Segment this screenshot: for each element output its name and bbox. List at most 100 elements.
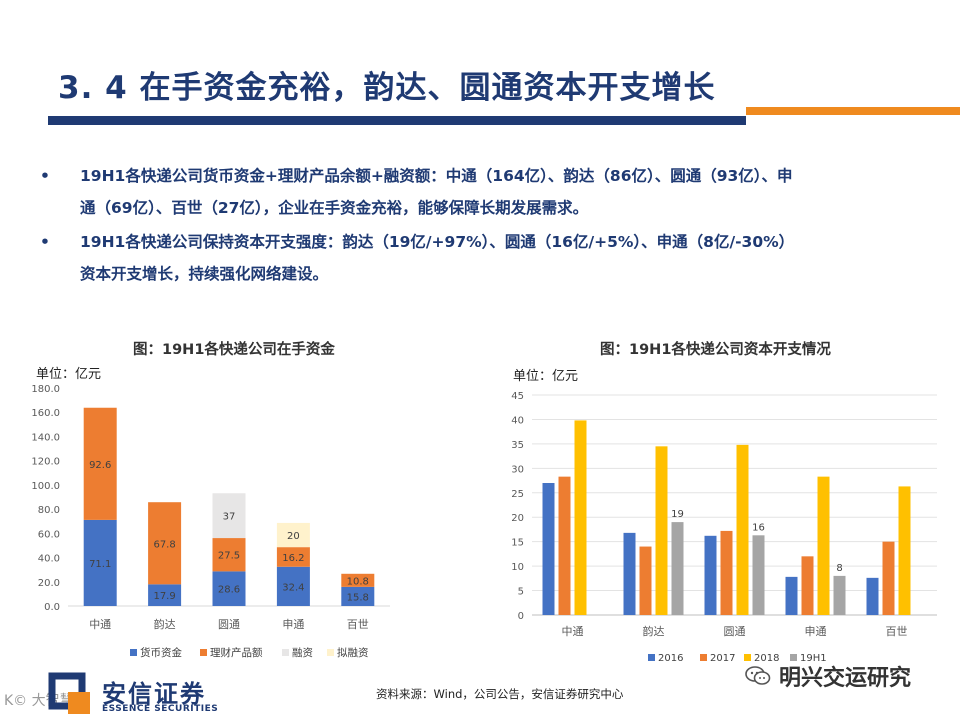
wechat-icon <box>745 666 771 685</box>
chart1-y-tick-label: 0.0 <box>44 602 60 613</box>
chart1-legend-label: 拟融资 <box>337 646 369 659</box>
chart1-bar-货币资金 <box>276 566 310 606</box>
chart2-bar-2018 <box>655 446 668 615</box>
chart2-y-tick-label: 30 <box>511 464 524 475</box>
chart2-bar-2017 <box>801 556 814 615</box>
chart1-title: 图：19H1各快递公司在手资金 <box>133 342 335 358</box>
chart1-legend-swatch <box>282 649 289 656</box>
chart1-bar-拟融资 <box>276 522 310 548</box>
bullet-item-1: • 19H1各快递公司货币资金+理财产品余额+融资额：中通（164亿）、韵达（8… <box>40 160 920 224</box>
chart2-unit: 单位：亿元 <box>513 369 579 384</box>
chart2-bar-2018 <box>736 444 749 615</box>
bullet-line: 19H1各快递公司货币资金+理财产品余额+融资额：中通（164亿）、韵达（86亿… <box>80 167 793 185</box>
chart2-bar-2017 <box>882 541 895 615</box>
chart2-legend-label: 2017 <box>710 653 735 664</box>
chart2-bar-2016 <box>704 535 717 615</box>
chart1-x-tick-label: 韵达 <box>154 617 176 631</box>
chart2-legend-label: 19H1 <box>800 653 827 664</box>
chart2-bar-2016 <box>542 483 555 615</box>
wechat-account: 明兴交运研究 <box>745 660 911 692</box>
chart1-cash-holdings: 0.0 20.0 40.0 60.0 80.0 100.0 120.0 140.0 160.0 1… <box>31 384 390 659</box>
chart1-bar-理财产品额 <box>83 407 117 520</box>
chart2-legend-label: 2018 <box>754 653 779 664</box>
chart2-y-tick-label: 35 <box>511 440 524 451</box>
chart2-bar-2018 <box>898 486 911 615</box>
chart1-data-label: 32.4 <box>282 582 304 593</box>
chart2-data-label: 16 <box>752 522 765 533</box>
chart1-bar-货币资金 <box>83 519 117 606</box>
chart2-bar-2016 <box>623 532 636 615</box>
chart1-bar-理财产品额 <box>212 538 246 572</box>
chart1-bar-货币资金 <box>341 586 375 606</box>
chart1-legend-label: 理财产品额 <box>210 646 263 659</box>
chart2-bar-2017 <box>639 546 652 615</box>
bullet-line: 通（69亿）、百世（27亿），企业在手资金充裕，能够保障长期发展需求。 <box>80 199 589 217</box>
chart1-bar-融资 <box>212 493 246 539</box>
chart1-data-label: 17.9 <box>153 591 175 602</box>
chart1-x-tick-label: 申通 <box>282 618 304 631</box>
logo-name-en: ESSENCE SECURITIES <box>102 704 219 714</box>
chart2-legend-label: 2016 <box>658 653 683 664</box>
company-logo: 安信证券 ESSENCE SECURITIES <box>48 672 253 718</box>
chart1-bar-理财产品额 <box>276 547 310 567</box>
chart2-y-tick-label: 25 <box>511 489 524 500</box>
chart1-y-tick-label: 120.0 <box>31 457 60 468</box>
chart2-bar-19H1 <box>671 522 684 615</box>
chart2-data-label: 8 <box>836 563 842 574</box>
chart1-bar-理财产品额 <box>148 502 182 585</box>
bullet-list: • 19H1各快递公司货币资金+理财产品余额+融资额：中通（164亿）、韵达（8… <box>40 160 920 292</box>
chart1-bar-理财产品额 <box>341 573 375 587</box>
chart1-y-tick-label: 180.0 <box>31 384 60 395</box>
chart2-x-tick-label: 圆通 <box>724 625 746 638</box>
chart2-y-tick-label: 40 <box>511 415 524 426</box>
chart2-y-tick-label: 10 <box>511 562 524 573</box>
chart1-y-tick-label: 160.0 <box>31 408 60 419</box>
chart1-legend-swatch <box>200 649 207 656</box>
chart2-bar-2017 <box>558 476 571 615</box>
chart2-x-tick-label: 中通 <box>562 625 584 638</box>
chart2-legend-swatch <box>648 654 655 661</box>
bullet-marker: • <box>40 233 50 251</box>
chart1-y-tick-label: 140.0 <box>31 432 60 443</box>
chart1-data-label: 37 <box>223 512 236 523</box>
chart1-data-label: 28.6 <box>218 585 240 596</box>
page-title: 3. 4 在手资金充裕，韵达、圆通资本开支增长 <box>58 70 716 106</box>
bullet-marker: • <box>40 167 50 185</box>
chart1-data-label: 15.8 <box>347 592 369 603</box>
chart1-data-label: 92.6 <box>89 460 111 471</box>
chart2-legend-swatch <box>790 654 797 661</box>
chart2-y-tick-label: 20 <box>511 513 524 524</box>
chart2-x-tick-label: 韵达 <box>643 624 665 638</box>
chart1-x-tick-label: 百世 <box>347 618 369 631</box>
chart1-y-tick-label: 80.0 <box>38 505 60 516</box>
source-note: 资料来源：Wind，公司公告，安信证券研究中心 <box>376 687 624 701</box>
chart2-y-tick-label: 0 <box>518 611 524 622</box>
chart2-bar-2017 <box>720 530 733 615</box>
chart1-x-tick-label: 圆通 <box>218 618 240 631</box>
chart1-y-tick-label: 40.0 <box>38 554 60 565</box>
title-rule-orange <box>746 107 960 115</box>
bullet-line: 19H1各快递公司保持资本开支强度：韵达（19亿/+97%）、圆通（16亿/+5… <box>80 233 795 251</box>
chart2-bar-2016 <box>785 576 798 615</box>
chart1-y-tick-label: 100.0 <box>31 481 60 492</box>
chart2-title: 图：19H1各快递公司资本开支情况 <box>600 342 831 358</box>
chart2-bar-19H1 <box>833 575 846 615</box>
chart2-legend-swatch <box>744 654 751 661</box>
chart2-x-tick-label: 申通 <box>805 625 827 638</box>
chart2-bar-2018 <box>574 420 587 615</box>
chart1-legend-label: 货币资金 <box>140 646 182 659</box>
chart2-x-tick-label: 百世 <box>886 625 908 638</box>
chart1-legend-swatch <box>327 649 334 656</box>
chart2-bar-19H1 <box>752 535 765 615</box>
chart2-bar-2016 <box>866 577 879 615</box>
chart2-data-label: 19 <box>671 509 684 520</box>
chart1-x-tick-label: 中通 <box>89 618 111 631</box>
chart1-data-label: 16.2 <box>282 553 304 564</box>
chart1-data-label: 71.1 <box>89 559 111 570</box>
chart1-bar-货币资金 <box>212 571 246 606</box>
bullet-item-2: • 19H1各快递公司保持资本开支强度：韵达（19亿/+97%）、圆通（16亿/… <box>40 226 920 290</box>
chart1-data-label: 27.5 <box>218 551 240 562</box>
chart1-legend-label: 融资 <box>292 647 313 659</box>
wechat-name: 明兴交运研究 <box>779 666 912 691</box>
logo-mark-icon <box>48 672 90 714</box>
